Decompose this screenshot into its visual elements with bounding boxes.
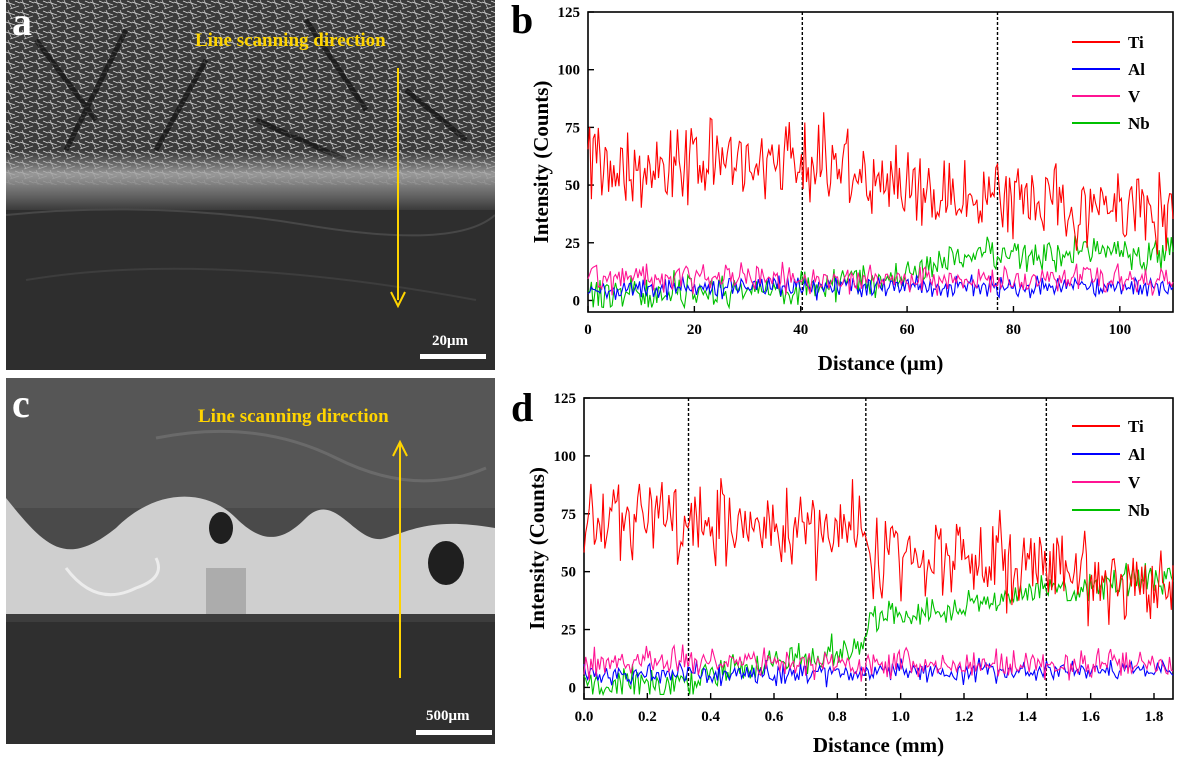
x-axis-label-d: Distance (mm) (813, 733, 944, 757)
sem-image-a: a Line scanning direction 20μm (6, 0, 495, 370)
y-tick-label-b: 75 (565, 120, 580, 136)
series-line-al-d (583, 657, 1174, 688)
x-tick-label-b: 40 (793, 322, 808, 338)
legend-label-nb-b: Nb (1128, 114, 1150, 133)
x-tick-label-d: 1.0 (891, 709, 910, 725)
x-tick-label-d: 0.4 (701, 709, 720, 725)
y-tick-label-d: 125 (554, 391, 577, 407)
y-axis-label-d: Intensity (Counts) (525, 467, 549, 630)
y-tick-label-d: 50 (561, 565, 576, 581)
legend-label-al-d: Al (1128, 445, 1145, 464)
series-line-ti-d (583, 478, 1174, 627)
x-tick-label-b: 100 (1109, 322, 1132, 338)
x-tick-label-d: 0.2 (638, 709, 657, 725)
series-line-v-b (587, 261, 1174, 296)
y-tick-label-b: 25 (565, 236, 580, 252)
scan-direction-label-a: Line scanning direction (195, 30, 386, 51)
scan-direction-label-c: Line scanning direction (198, 406, 389, 427)
y-tick-label-b: 100 (558, 63, 581, 79)
series-line-nb-d (583, 562, 1174, 697)
x-tick-label-d: 1.4 (1018, 709, 1037, 725)
x-tick-label-b: 80 (1006, 322, 1021, 338)
legend-label-ti-d: Ti (1128, 417, 1144, 436)
x-tick-label-b: 60 (900, 322, 915, 338)
scale-bar-a (420, 354, 486, 359)
x-tick-label-b: 20 (687, 322, 702, 338)
sem-image-c-graphic (6, 378, 495, 744)
panel-letter-a: a (12, 0, 32, 44)
x-tick-label-d: 1.6 (1081, 709, 1100, 725)
x-tick-label-d: 0.6 (765, 709, 784, 725)
scale-bar-c (416, 730, 492, 735)
x-tick-label-d: 0.0 (575, 709, 594, 725)
scan-arrow-c (392, 439, 408, 678)
plot-frame-b (587, 11, 1174, 313)
panel-letter-b: b (511, 0, 534, 42)
y-tick-label-b: 125 (558, 5, 581, 21)
x-tick-label-d: 1.8 (1145, 709, 1164, 725)
scale-bar-label-a: 20μm (432, 333, 468, 349)
x-tick-label-b: 0 (584, 322, 592, 338)
y-tick-label-d: 100 (554, 449, 577, 465)
legend-label-al-b: Al (1128, 60, 1145, 79)
legend-label-ti-b: Ti (1128, 33, 1144, 52)
panel-letter-d: d (511, 385, 534, 430)
y-tick-label-d: 75 (561, 507, 576, 523)
scan-arrow-a (390, 68, 406, 309)
legend-label-v-b: V (1128, 87, 1141, 106)
x-tick-label-d: 0.8 (828, 709, 847, 725)
legend-label-nb-d: Nb (1128, 501, 1150, 520)
sem-image-c: c Line scanning direction 500μm (6, 378, 495, 744)
scale-bar-label-c: 500μm (426, 708, 470, 724)
y-tick-label-b: 0 (573, 293, 581, 309)
series-line-ti-b (587, 112, 1174, 255)
x-axis-label-b: Distance (μm) (818, 351, 944, 375)
y-tick-label-b: 50 (565, 178, 580, 194)
legend-label-v-d: V (1128, 473, 1141, 492)
y-tick-label-d: 25 (561, 623, 576, 639)
panel-letter-c: c (12, 381, 30, 426)
y-tick-label-d: 0 (569, 680, 577, 696)
series-line-al-b (587, 274, 1174, 301)
x-tick-label-d: 1.2 (955, 709, 974, 725)
series-line-v-d (583, 643, 1174, 682)
sem-image-a-graphic (6, 0, 495, 370)
y-axis-label-b: Intensity (Counts) (529, 81, 553, 244)
